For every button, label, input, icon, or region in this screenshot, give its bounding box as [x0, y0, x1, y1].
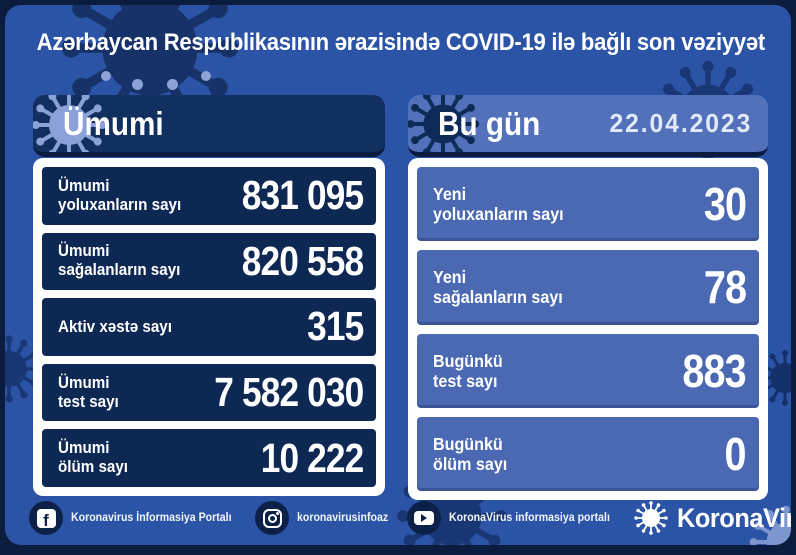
stat-row: Ümumi yoluxanların sayı 831 095	[42, 167, 376, 225]
stat-row: Yeni yoluxanların sayı 30	[417, 167, 759, 242]
instagram-group: koronavirusinfoaz	[255, 501, 396, 535]
stat-row: Bugünkü test sayı 883	[417, 333, 759, 408]
date-label: 22.04.2023	[609, 108, 752, 138]
logo-text: KoronaVirus	[677, 503, 791, 533]
stat-row: Ümumi test sayı 7 582 030	[42, 363, 376, 422]
stat-row: Ümumi ölüm sayı 10 222	[42, 429, 376, 487]
stat-label: Ümumi sağalanların sayı	[58, 242, 181, 280]
stat-value: 78	[703, 261, 747, 314]
stat-value: 883	[682, 344, 747, 397]
stat-value: 831 095	[241, 172, 364, 219]
virus-dot	[101, 71, 111, 81]
stat-label: Bugünkü test sayı	[433, 350, 503, 391]
stat-value: 30	[703, 178, 747, 231]
youtube-group: KoronaVirus informasiya portalı	[406, 501, 624, 535]
facebook-label: Koronavirus İnformasiya Portalı	[71, 512, 232, 524]
virus-dot	[167, 79, 178, 90]
stat-label: Bugünkü ölüm sayı	[433, 433, 508, 474]
stat-label: Ümumi test sayı	[58, 373, 119, 411]
stat-label: Yeni yoluxanların sayı	[433, 184, 564, 225]
stat-label: Ümumi ölüm sayı	[58, 439, 129, 477]
youtube-icon	[406, 501, 441, 535]
right-panel-body: Yeni yoluxanların sayı 30 Yeni sağalanları…	[408, 158, 768, 500]
stat-label: Aktiv xəstə sayı	[58, 317, 172, 336]
stat-value: 315	[306, 303, 364, 350]
page-title: Azərbaycan Respublikasının ərazisində CO…	[36, 29, 766, 56]
stat-label: Yeni sağalanların sayı	[433, 267, 563, 308]
facebook-icon: f	[29, 501, 63, 535]
left-panel-title: Ümumi	[63, 104, 164, 142]
stat-value: 7 582 030	[213, 369, 364, 416]
left-panel-header: Ümumi	[33, 95, 385, 157]
left-panel-body: Ümumi yoluxanların sayı 831 095 Ümumi sağa…	[33, 158, 385, 496]
virus-dot	[201, 71, 211, 81]
virus-logo-icon	[633, 500, 669, 536]
instagram-label: koronavirusinfoaz	[297, 512, 389, 524]
footer: f Koronavirus İnformasiya Portalı korona…	[5, 497, 791, 539]
stat-row: Yeni sağalanların sayı 78	[417, 250, 759, 325]
youtube-label: KoronaVirus informasiya portalı	[448, 512, 610, 524]
virus-dot	[132, 79, 143, 90]
stat-row: Aktiv xəstə sayı 315	[42, 298, 376, 356]
koronavirus-logo: KoronaVirus info	[633, 500, 791, 536]
right-panel-title: Bu gün	[438, 104, 541, 142]
right-panel-header: Bu gün 22.04.2023	[408, 95, 768, 157]
stat-label: Ümumi yoluxanların sayı	[58, 176, 182, 214]
background-panel: Azərbaycan Respublikasının ərazisində CO…	[5, 5, 791, 545]
facebook-group: f Koronavirus İnformasiya Portalı	[29, 501, 245, 535]
stat-value: 10 222	[260, 434, 364, 481]
stat-value: 0	[724, 427, 747, 480]
stat-row: Bugünkü ölüm sayı 0	[417, 416, 759, 491]
instagram-icon	[255, 501, 290, 535]
stat-row: Ümumi sağalanların sayı 820 558	[42, 232, 376, 291]
stat-value: 820 558	[241, 237, 364, 284]
